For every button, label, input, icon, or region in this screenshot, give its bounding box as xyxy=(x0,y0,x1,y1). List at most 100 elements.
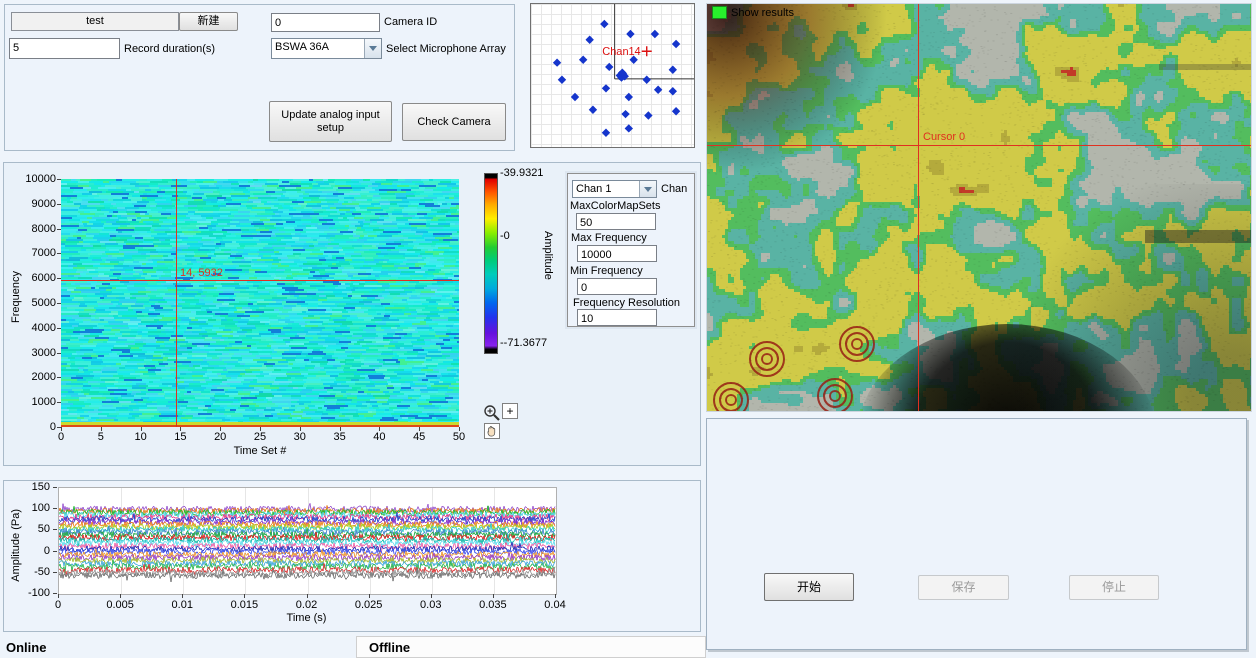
camera-cursor-hline[interactable] xyxy=(707,145,1251,146)
offline-status-label: Offline xyxy=(369,640,411,655)
channel-label: Chan xyxy=(661,183,688,195)
mic-array-value: BSWA 36A xyxy=(275,41,330,53)
tick-mark xyxy=(100,427,102,431)
spectrogram-cursor-label: 14, 5932 xyxy=(180,267,223,279)
mic-array-plot[interactable] xyxy=(530,3,695,148)
waveform-canvas[interactable] xyxy=(58,487,557,595)
tick-label: 45 xyxy=(413,431,426,443)
zoom-tool-icon[interactable] xyxy=(483,404,501,422)
spectrogram-cursor-hline[interactable] xyxy=(61,280,459,281)
tick-label: 30 xyxy=(293,431,306,443)
cursor-tool-icon[interactable]: + xyxy=(502,403,518,419)
tick-label: 0.015 xyxy=(230,599,259,611)
tick-mark xyxy=(419,427,421,431)
channel-dropdown-button[interactable] xyxy=(639,181,656,197)
tick-label: 100 xyxy=(31,502,50,515)
tick-mark xyxy=(57,303,61,304)
tick-label: 0.035 xyxy=(479,599,507,611)
tick-label: 0 xyxy=(43,544,50,557)
tick-label: 2000 xyxy=(31,371,56,384)
tick-mark xyxy=(220,427,222,431)
tick-mark xyxy=(140,427,142,431)
mic-array-dropdown[interactable]: BSWA 36A xyxy=(271,38,382,59)
show-results-label: Show results xyxy=(731,7,794,19)
tick-mark xyxy=(57,203,61,205)
tick-label: 0 xyxy=(57,431,65,443)
show-results-checkbox[interactable] xyxy=(712,6,727,19)
record-duration-input[interactable]: 5 xyxy=(9,38,120,59)
online-status-label: Online xyxy=(6,640,47,655)
chevron-down-icon xyxy=(644,186,652,192)
min-frequency-input[interactable]: 0 xyxy=(577,278,657,295)
waveform-panel: Amplitude (Pa) 150 100 50 0 -50 -100 0 0.005 0.… xyxy=(3,480,701,632)
tick-mark xyxy=(180,427,182,431)
camera-cursor-label: Cursor 0 xyxy=(923,131,966,143)
camera-overlay-canvas xyxy=(707,4,1251,411)
frequency-resolution-input[interactable]: 10 xyxy=(577,309,657,326)
tick-label: 10 xyxy=(134,431,147,443)
tick-mark xyxy=(459,427,460,431)
channel-value: Chan 1 xyxy=(576,183,612,195)
tick-mark xyxy=(57,179,61,180)
channel-dropdown[interactable]: Chan 1 xyxy=(572,180,657,198)
tick-label: 1000 xyxy=(31,396,56,409)
camera-view[interactable]: Cursor 0 Show results xyxy=(706,3,1252,412)
camera-id-label: Camera ID xyxy=(384,16,438,28)
tick-label: 0.04 xyxy=(544,599,566,611)
tick-mark xyxy=(61,427,62,431)
record-duration-label: Record duration(s) xyxy=(124,43,216,55)
tick-label: 9000 xyxy=(31,197,56,210)
tick-label: 40 xyxy=(373,431,386,443)
spectrogram-settings-group: Chan 1 Chan MaxColorMapSets 50 Max Frequ… xyxy=(567,173,695,327)
tick-mark xyxy=(57,427,61,428)
spectrogram-cursor-vline[interactable] xyxy=(176,179,177,427)
tick-label: 50 xyxy=(37,523,50,536)
tick-mark xyxy=(53,508,57,510)
new-button[interactable]: 新建 xyxy=(179,12,238,31)
test-name-display[interactable]: test xyxy=(11,12,179,31)
offline-status-strip: Offline xyxy=(356,636,706,658)
tick-mark xyxy=(57,377,61,379)
tick-label: 15 xyxy=(174,431,187,443)
tick-label: 20 xyxy=(214,431,227,443)
camera-cursor-vline[interactable] xyxy=(918,4,919,411)
mic-array-canvas xyxy=(531,4,694,147)
stop-button[interactable]: 停止 xyxy=(1069,575,1159,600)
tick-label: 6000 xyxy=(31,272,56,285)
max-colormap-input[interactable]: 50 xyxy=(576,213,656,230)
chevron-down-icon xyxy=(369,46,377,51)
tick-mark xyxy=(379,427,381,431)
update-analog-input-button[interactable]: Update analog input setup xyxy=(269,101,392,142)
tick-mark xyxy=(57,228,61,230)
waveform-xlabel: Time (s) xyxy=(286,612,327,624)
check-camera-button[interactable]: Check Camera xyxy=(402,103,506,141)
tick-label: 4000 xyxy=(31,321,56,334)
amplitude-colorbar xyxy=(484,173,498,354)
tick-mark xyxy=(57,327,61,329)
tick-label: -100 xyxy=(27,587,50,599)
tick-mark xyxy=(339,427,341,431)
max-frequency-input[interactable]: 10000 xyxy=(577,245,657,262)
tick-label: 8000 xyxy=(31,222,56,235)
tick-label: 0.005 xyxy=(106,599,134,611)
pan-hand-icon[interactable] xyxy=(484,423,500,439)
spectrogram-canvas[interactable] xyxy=(61,179,459,427)
save-button[interactable]: 保存 xyxy=(918,575,1009,600)
tick-mark xyxy=(555,594,556,598)
tick-mark xyxy=(53,487,57,488)
mic-array-dropdown-button[interactable] xyxy=(364,39,381,58)
start-button[interactable]: 开始 xyxy=(764,573,854,601)
tick-mark xyxy=(57,352,61,354)
tick-label: 0.025 xyxy=(354,599,383,611)
camera-id-input[interactable]: 0 xyxy=(271,13,380,32)
tick-label: 35 xyxy=(333,431,346,443)
colorbar-max-label: -39.9321 xyxy=(500,167,544,179)
tick-label: 0.03 xyxy=(420,599,442,611)
tick-mark xyxy=(57,253,61,255)
tick-mark xyxy=(57,278,61,280)
tick-mark xyxy=(58,594,59,598)
actions-panel: 开始 保存 停止 xyxy=(706,418,1247,650)
tick-mark xyxy=(260,427,261,431)
tick-mark xyxy=(299,427,301,431)
